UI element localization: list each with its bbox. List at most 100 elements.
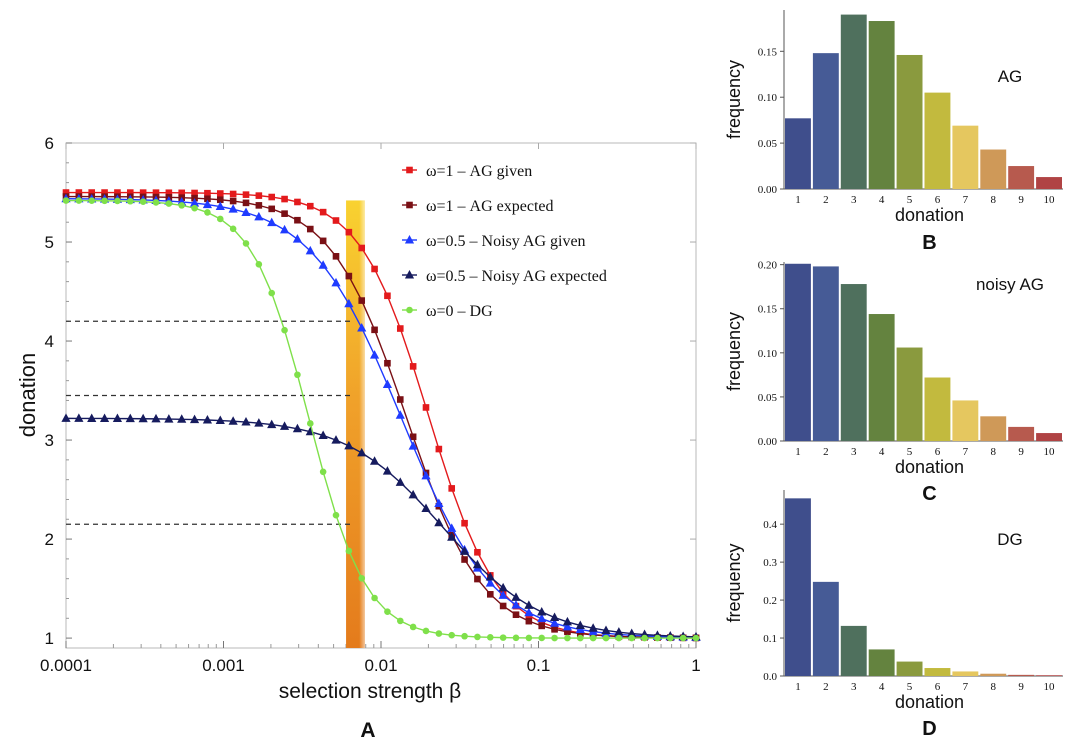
data-point	[369, 350, 380, 359]
bar	[840, 14, 867, 190]
data-point	[101, 189, 108, 196]
data-point	[562, 621, 573, 631]
data-point	[408, 441, 418, 450]
bar	[812, 266, 839, 441]
data-point	[191, 189, 198, 197]
panel-c-chart: 0.00 0.05 0.10 0.15 0.20 1 2 3 4 5 6 7 8 9 10 donation f…	[724, 260, 1063, 505]
x-tick-label: 7	[963, 194, 969, 206]
x-tick-label: 2	[823, 446, 829, 458]
data-point	[99, 413, 110, 422]
data-point	[614, 627, 624, 636]
data-point	[228, 416, 238, 425]
data-point	[485, 571, 495, 581]
data-point	[229, 197, 237, 205]
bar	[1036, 177, 1062, 189]
data-point	[254, 211, 264, 221]
data-point	[344, 298, 354, 308]
data-point	[369, 456, 380, 465]
x-tick-label: 4	[879, 446, 885, 458]
data-point	[319, 208, 327, 216]
data-point	[125, 413, 135, 423]
data-point	[268, 193, 276, 201]
x-tick-label: 2	[823, 681, 829, 693]
data-point	[448, 485, 456, 492]
data-point	[332, 511, 340, 519]
bar	[924, 377, 951, 441]
data-point	[421, 503, 431, 513]
data-point	[575, 620, 585, 629]
data-point	[101, 197, 108, 205]
data-point	[525, 617, 533, 625]
bar	[785, 263, 811, 441]
data-point	[294, 371, 301, 379]
data-point	[434, 498, 444, 508]
data-point	[189, 414, 200, 424]
data-point	[126, 197, 134, 205]
data-point	[549, 612, 560, 622]
series-5	[62, 197, 700, 642]
panel-label: B	[922, 232, 936, 254]
data-point	[228, 204, 238, 213]
data-point	[395, 410, 405, 419]
data-point	[524, 607, 534, 617]
data-point	[666, 634, 674, 642]
data-point	[331, 277, 341, 287]
bar	[896, 347, 923, 441]
x-tick-label: 5	[907, 681, 913, 693]
data-point	[255, 192, 263, 199]
data-point	[461, 556, 468, 563]
data-point	[615, 634, 623, 642]
data-point	[576, 634, 584, 642]
data-point	[564, 634, 571, 642]
data-point	[461, 632, 468, 640]
data-point	[358, 297, 366, 304]
panel-title: noisy AG	[976, 275, 1044, 294]
data-point	[112, 413, 123, 423]
bar	[812, 53, 839, 190]
data-point	[499, 602, 507, 610]
data-point	[564, 628, 571, 636]
data-point	[409, 433, 417, 441]
data-point	[138, 413, 148, 423]
x-tick-label: 1	[795, 446, 801, 458]
data-point	[551, 626, 558, 633]
data-point	[485, 578, 495, 587]
bar	[952, 400, 979, 441]
data-point	[679, 634, 687, 642]
data-point	[447, 523, 457, 532]
data-point	[75, 189, 83, 196]
data-point	[409, 363, 417, 370]
data-point	[538, 619, 546, 626]
data-point	[537, 613, 547, 623]
data-point	[601, 625, 611, 634]
data-point	[332, 253, 340, 260]
bar	[980, 149, 1007, 189]
data-point	[474, 633, 481, 641]
y-tick-label: 0.2	[763, 595, 777, 607]
bar	[924, 668, 951, 676]
panel-label-a: A	[360, 719, 375, 740]
panel-label: D	[922, 718, 936, 740]
data-point	[371, 326, 378, 334]
bar	[1008, 674, 1035, 676]
data-point	[549, 618, 560, 627]
data-point	[409, 623, 417, 631]
data-point	[408, 489, 418, 499]
data-point	[486, 634, 494, 641]
data-point	[447, 532, 457, 541]
x-axis-label: donation	[895, 205, 964, 225]
data-point	[371, 265, 378, 273]
bar	[980, 416, 1007, 441]
y-tick-label: 4	[45, 332, 54, 351]
data-point	[472, 559, 483, 569]
legend-label: ω=1 – AG expected	[426, 198, 554, 215]
x-tick-label: 10	[1044, 446, 1056, 458]
data-point	[229, 190, 237, 198]
x-tick-label: 6	[935, 681, 941, 693]
data-point	[474, 548, 481, 556]
data-point	[345, 547, 353, 555]
y-tick-label: 3	[45, 431, 54, 450]
data-point	[216, 196, 224, 204]
x-tick-label: 3	[851, 446, 857, 458]
data-point	[562, 616, 573, 626]
